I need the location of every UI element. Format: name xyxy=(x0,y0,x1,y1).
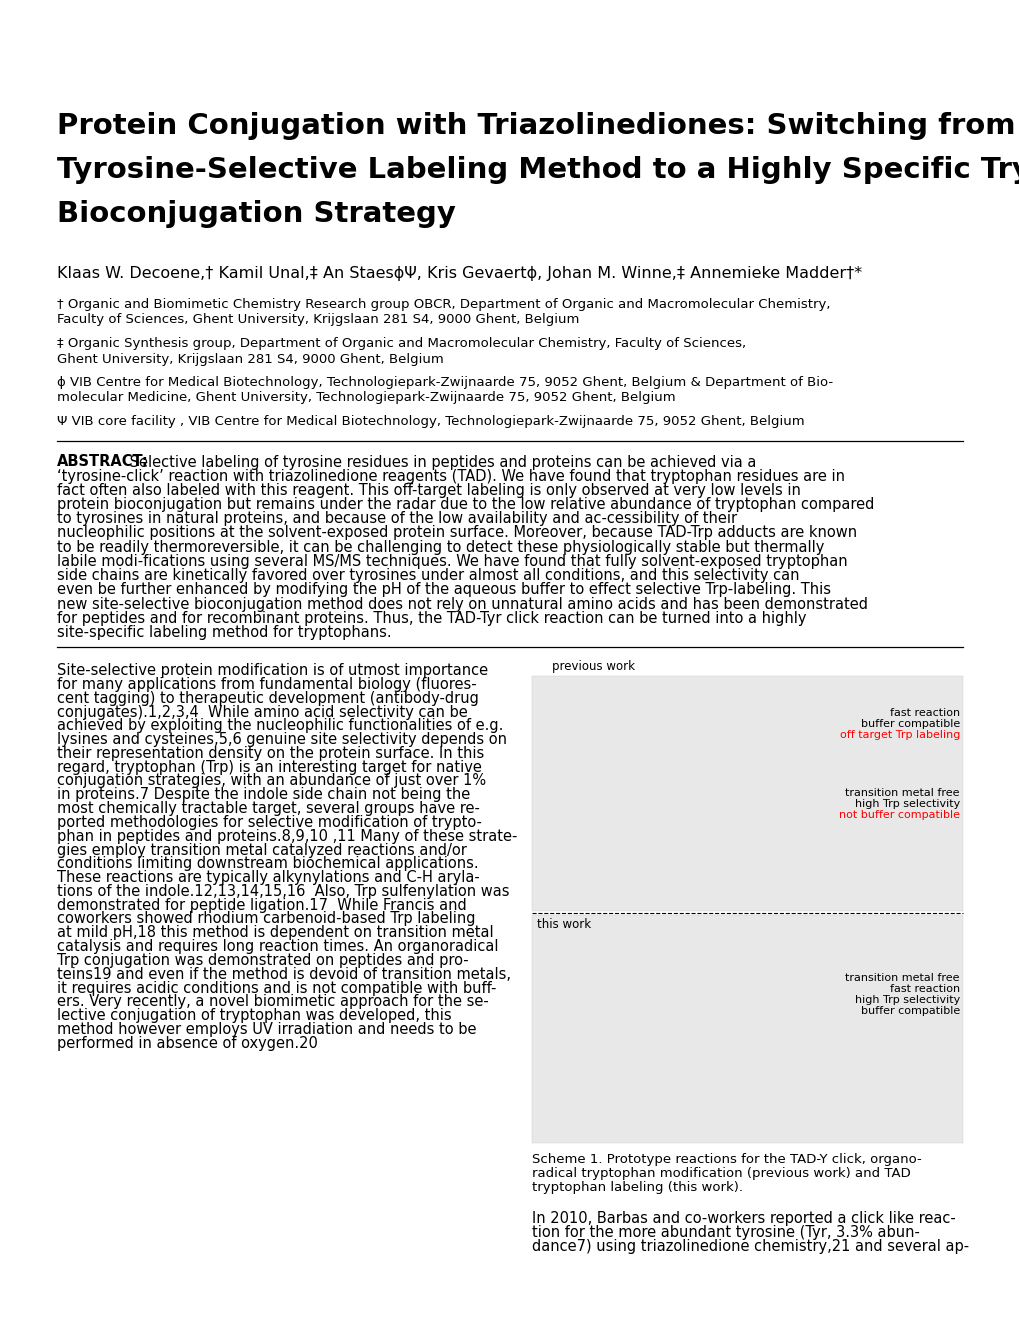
Text: performed in absence of oxygen.20: performed in absence of oxygen.20 xyxy=(57,1036,318,1051)
Text: In 2010, Barbas and co-workers reported a click like reac-: In 2010, Barbas and co-workers reported … xyxy=(532,1212,955,1226)
Text: These reactions are typically alkynylations and C-H aryla-: These reactions are typically alkynylati… xyxy=(57,870,479,886)
Text: Tyrosine-Selective Labeling Method to a Highly Specific Tryptophan: Tyrosine-Selective Labeling Method to a … xyxy=(57,156,1019,183)
Text: to tyrosines in natural proteins, and because of the low availability and ac-ces: to tyrosines in natural proteins, and be… xyxy=(57,511,737,527)
Text: for many applications from fundamental biology (fluores-: for many applications from fundamental b… xyxy=(57,677,476,692)
Text: not buffer compatible: not buffer compatible xyxy=(839,810,959,820)
Text: Faculty of Sciences, Ghent University, Krijgslaan 281 S4, 9000 Ghent, Belgium: Faculty of Sciences, Ghent University, K… xyxy=(57,314,579,326)
Text: demonstrated for peptide ligation.17  While Francis and: demonstrated for peptide ligation.17 Whi… xyxy=(57,898,467,912)
Text: ϕ VIB Centre for Medical Biotechnology, Technologiepark-Zwijnaarde 75, 9052 Ghen: ϕ VIB Centre for Medical Biotechnology, … xyxy=(57,376,833,389)
Text: Ghent University, Krijgslaan 281 S4, 9000 Ghent, Belgium: Ghent University, Krijgslaan 281 S4, 900… xyxy=(57,352,443,366)
Text: even be further enhanced by modifying the pH of the aqueous buffer to effect sel: even be further enhanced by modifying th… xyxy=(57,582,830,597)
Text: high Trp selectivity: high Trp selectivity xyxy=(854,799,959,809)
Text: nucleophilic positions at the solvent-exposed protein surface. Moreover, because: nucleophilic positions at the solvent-ex… xyxy=(57,525,856,540)
Text: lysines and cysteines,5,6 genuine site selectivity depends on: lysines and cysteines,5,6 genuine site s… xyxy=(57,733,506,747)
Text: Selective labeling of tyrosine residues in peptides and proteins can be achieved: Selective labeling of tyrosine residues … xyxy=(125,454,756,470)
Text: achieved by exploiting the nucleophilic functionalities of e.g.: achieved by exploiting the nucleophilic … xyxy=(57,718,503,734)
Text: tion for the more abundant tyrosine (Tyr, 3.3% abun-: tion for the more abundant tyrosine (Tyr… xyxy=(532,1225,919,1239)
Text: at mild pH,18 this method is dependent on transition metal: at mild pH,18 this method is dependent o… xyxy=(57,925,493,940)
Text: previous work: previous work xyxy=(551,660,635,673)
Text: conditions limiting downstream biochemical applications.: conditions limiting downstream biochemic… xyxy=(57,857,478,871)
Bar xyxy=(532,676,962,911)
Text: phan in peptides and proteins.8,9,10 ,11 Many of these strate-: phan in peptides and proteins.8,9,10 ,11… xyxy=(57,829,517,843)
Text: to be readily thermoreversible, it can be challenging to detect these physiologi: to be readily thermoreversible, it can b… xyxy=(57,540,823,554)
Text: off target Trp labeling: off target Trp labeling xyxy=(839,730,959,741)
Text: method however employs UV irradiation and needs to be: method however employs UV irradiation an… xyxy=(57,1022,476,1038)
Text: site-specific labeling method for tryptophans.: site-specific labeling method for trypto… xyxy=(57,624,391,640)
Text: catalysis and requires long reaction times. An organoradical: catalysis and requires long reaction tim… xyxy=(57,939,498,954)
Text: gies employ transition metal catalyzed reactions and/or: gies employ transition metal catalyzed r… xyxy=(57,842,467,858)
Text: Bioconjugation Strategy: Bioconjugation Strategy xyxy=(57,201,455,228)
Text: this work: this work xyxy=(536,919,591,931)
Text: new site-selective bioconjugation method does not rely on unnatural amino acids : new site-selective bioconjugation method… xyxy=(57,597,867,611)
Text: fast reaction: fast reaction xyxy=(889,708,959,718)
Text: for peptides and for recombinant proteins. Thus, the TAD-Tyr click reaction can : for peptides and for recombinant protein… xyxy=(57,611,806,626)
Text: their representation density on the protein surface. In this: their representation density on the prot… xyxy=(57,746,484,760)
Text: fast reaction: fast reaction xyxy=(889,985,959,994)
Text: coworkers showed rhodium carbenoid-based Trp labeling: coworkers showed rhodium carbenoid-based… xyxy=(57,912,475,927)
Text: tions of the indole.12,13,14,15,16  Also, Trp sulfenylation was: tions of the indole.12,13,14,15,16 Also,… xyxy=(57,884,510,899)
Text: ABSTRACT:: ABSTRACT: xyxy=(57,454,149,470)
Bar xyxy=(532,915,962,1143)
Text: tryptophan labeling (this work).: tryptophan labeling (this work). xyxy=(532,1181,742,1195)
Text: Klaas W. Decoene,† Kamil Unal,‡ An StaesϕΨ, Kris Gevaertϕ, Johan M. Winne,‡ Anne: Klaas W. Decoene,† Kamil Unal,‡ An Staes… xyxy=(57,267,861,281)
Text: ‡ Organic Synthesis group, Department of Organic and Macromolecular Chemistry, F: ‡ Organic Synthesis group, Department of… xyxy=(57,337,745,350)
Text: high Trp selectivity: high Trp selectivity xyxy=(854,995,959,1005)
Text: buffer compatible: buffer compatible xyxy=(860,719,959,729)
Text: transition metal free: transition metal free xyxy=(845,973,959,983)
Text: labile modi-fications using several MS/MS techniques. We have found that fully s: labile modi-fications using several MS/M… xyxy=(57,554,847,569)
Text: molecular Medicine, Ghent University, Technologiepark-Zwijnaarde 75, 9052 Ghent,: molecular Medicine, Ghent University, Te… xyxy=(57,392,675,404)
Text: Protein Conjugation with Triazolinediones: Switching from a General: Protein Conjugation with Triazolinedione… xyxy=(57,112,1019,140)
Text: ported methodologies for selective modification of trypto-: ported methodologies for selective modif… xyxy=(57,814,481,830)
Text: transition metal free: transition metal free xyxy=(845,788,959,799)
Text: regard, tryptophan (Trp) is an interesting target for native: regard, tryptophan (Trp) is an interesti… xyxy=(57,760,481,775)
Text: most chemically tractable target, several groups have re-: most chemically tractable target, severa… xyxy=(57,801,479,816)
Text: buffer compatible: buffer compatible xyxy=(860,1006,959,1016)
Text: radical tryptophan modification (previous work) and TAD: radical tryptophan modification (previou… xyxy=(532,1167,910,1180)
Text: cent tagging) to therapeutic development (antibody-drug: cent tagging) to therapeutic development… xyxy=(57,690,478,706)
Text: it requires acidic conditions and is not compatible with buff-: it requires acidic conditions and is not… xyxy=(57,981,496,995)
Text: Site-selective protein modification is of utmost importance: Site-selective protein modification is o… xyxy=(57,663,488,678)
Text: ‘tyrosine-click’ reaction with triazolinedione reagents (TAD). We have found tha: ‘tyrosine-click’ reaction with triazolin… xyxy=(57,469,844,483)
Text: side chains are kinetically favored over tyrosines under almost all conditions, : side chains are kinetically favored over… xyxy=(57,568,799,583)
Text: protein bioconjugation but remains under the radar due to the low relative abund: protein bioconjugation but remains under… xyxy=(57,498,873,512)
Text: dance7) using triazolinedione chemistry,21 and several ap-: dance7) using triazolinedione chemistry,… xyxy=(532,1238,968,1254)
Text: † Organic and Biomimetic Chemistry Research group OBCR, Department of Organic an: † Organic and Biomimetic Chemistry Resea… xyxy=(57,298,829,312)
Text: fact often also labeled with this reagent. This off-target labeling is only obse: fact often also labeled with this reagen… xyxy=(57,483,800,498)
Text: Trp conjugation was demonstrated on peptides and pro-: Trp conjugation was demonstrated on pept… xyxy=(57,953,468,968)
Text: lective conjugation of tryptophan was developed, this: lective conjugation of tryptophan was de… xyxy=(57,1008,451,1023)
Text: Scheme 1. Prototype reactions for the TAD-Y click, organo-: Scheme 1. Prototype reactions for the TA… xyxy=(532,1154,921,1166)
Text: in proteins.7 Despite the indole side chain not being the: in proteins.7 Despite the indole side ch… xyxy=(57,787,470,803)
Text: conjugates).1,2,3,4  While amino acid selectivity can be: conjugates).1,2,3,4 While amino acid sel… xyxy=(57,705,468,719)
Text: Ψ VIB core facility , VIB Centre for Medical Biotechnology, Technologiepark-Zwij: Ψ VIB core facility , VIB Centre for Med… xyxy=(57,414,804,428)
Text: teins19 and even if the method is devoid of transition metals,: teins19 and even if the method is devoid… xyxy=(57,966,511,982)
Text: conjugation strategies, with an abundance of just over 1%: conjugation strategies, with an abundanc… xyxy=(57,774,486,788)
Text: ers. Very recently, a novel biomimetic approach for the se-: ers. Very recently, a novel biomimetic a… xyxy=(57,994,488,1010)
